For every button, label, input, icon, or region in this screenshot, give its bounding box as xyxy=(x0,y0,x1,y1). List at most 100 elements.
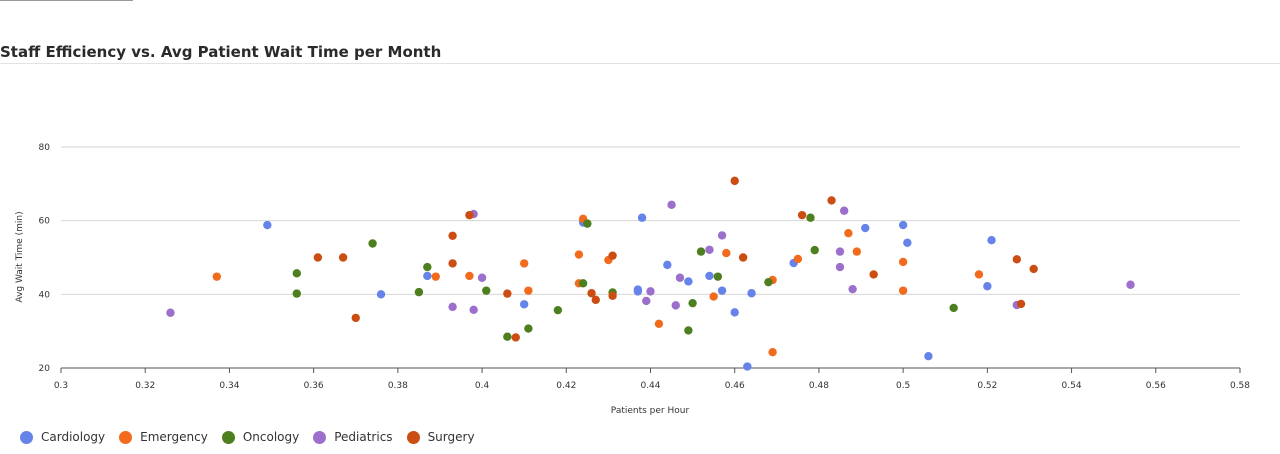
data-point[interactable] xyxy=(524,324,533,333)
data-point[interactable] xyxy=(671,301,680,310)
data-point[interactable] xyxy=(835,262,845,272)
chart-legend: Cardiology Emergency Oncology Pediatrics Sur… xyxy=(20,430,489,444)
data-point[interactable] xyxy=(949,303,958,313)
data-point[interactable] xyxy=(578,279,588,288)
data-point[interactable] xyxy=(1012,255,1022,264)
data-point[interactable] xyxy=(747,289,756,298)
data-point[interactable] xyxy=(448,231,457,240)
data-point[interactable] xyxy=(810,245,819,255)
data-point[interactable] xyxy=(423,262,432,272)
data-point[interactable] xyxy=(987,235,996,245)
data-point[interactable] xyxy=(738,253,748,262)
data-point[interactable] xyxy=(368,239,377,248)
data-point[interactable] xyxy=(212,272,221,281)
data-point[interactable] xyxy=(806,213,815,222)
data-point[interactable] xyxy=(827,196,836,205)
data-point[interactable] xyxy=(448,259,457,268)
data-point[interactable] xyxy=(431,272,440,281)
data-point[interactable] xyxy=(743,362,752,371)
data-point[interactable] xyxy=(263,220,272,230)
data-point[interactable] xyxy=(423,271,432,281)
data-point[interactable] xyxy=(583,219,592,228)
data-point[interactable] xyxy=(898,220,908,230)
data-point[interactable] xyxy=(351,313,360,323)
data-point[interactable] xyxy=(696,247,706,256)
data-point[interactable] xyxy=(924,352,933,361)
data-point[interactable] xyxy=(764,277,773,287)
legend-item[interactable]: Pediatrics xyxy=(313,430,393,444)
data-point[interactable] xyxy=(448,302,457,312)
data-point[interactable] xyxy=(338,253,348,262)
data-point[interactable] xyxy=(1126,280,1135,289)
data-point[interactable] xyxy=(633,285,643,294)
data-point[interactable] xyxy=(646,287,655,296)
grid-lines xyxy=(61,146,1240,369)
data-point[interactable] xyxy=(852,247,862,256)
data-point[interactable] xyxy=(477,273,487,282)
data-point[interactable] xyxy=(709,292,718,301)
legend-item[interactable]: Emergency xyxy=(119,430,208,444)
data-point[interactable] xyxy=(974,270,984,279)
y-tick-label: 40 xyxy=(39,290,51,300)
data-point[interactable] xyxy=(166,308,175,317)
data-point[interactable] xyxy=(503,332,512,341)
data-point[interactable] xyxy=(869,270,878,279)
data-point[interactable] xyxy=(519,300,529,309)
data-point[interactable] xyxy=(684,277,693,286)
data-point[interactable] xyxy=(465,271,474,281)
data-point[interactable] xyxy=(983,282,992,291)
data-point[interactable] xyxy=(1016,299,1026,309)
data-point[interactable] xyxy=(848,284,857,294)
data-point[interactable] xyxy=(482,286,491,295)
data-point[interactable] xyxy=(835,247,845,256)
data-point[interactable] xyxy=(654,319,664,328)
data-point[interactable] xyxy=(637,213,647,222)
data-point[interactable] xyxy=(469,305,478,315)
data-point[interactable] xyxy=(574,250,584,259)
data-point[interactable] xyxy=(313,253,323,262)
data-point[interactable] xyxy=(1029,264,1038,274)
data-point[interactable] xyxy=(717,286,727,295)
data-point[interactable] xyxy=(684,326,693,335)
data-point[interactable] xyxy=(722,248,731,258)
legend-item[interactable]: Oncology xyxy=(221,430,299,444)
data-point[interactable] xyxy=(688,298,697,308)
data-point[interactable] xyxy=(705,245,714,254)
data-point[interactable] xyxy=(861,223,870,233)
legend-item[interactable]: Surgery xyxy=(406,430,475,444)
data-point[interactable] xyxy=(292,289,301,298)
data-point[interactable] xyxy=(503,289,512,298)
data-point[interactable] xyxy=(553,305,563,315)
data-point[interactable] xyxy=(839,206,849,215)
data-point[interactable] xyxy=(667,200,676,210)
data-point[interactable] xyxy=(797,210,807,220)
data-point[interactable] xyxy=(898,257,908,267)
data-point[interactable] xyxy=(675,273,685,282)
data-point[interactable] xyxy=(587,289,596,298)
data-point[interactable] xyxy=(511,333,520,342)
data-point[interactable] xyxy=(663,260,672,270)
data-point[interactable] xyxy=(793,254,803,264)
data-point[interactable] xyxy=(717,231,727,240)
data-point[interactable] xyxy=(519,259,529,268)
data-point[interactable] xyxy=(642,296,651,306)
data-point[interactable] xyxy=(903,238,912,247)
data-point[interactable] xyxy=(376,290,386,299)
data-point[interactable] xyxy=(292,269,301,278)
data-point[interactable] xyxy=(465,210,474,220)
data-point[interactable] xyxy=(730,176,739,186)
data-point[interactable] xyxy=(608,251,617,260)
data-point[interactable] xyxy=(713,272,723,281)
data-point[interactable] xyxy=(524,286,533,295)
data-point[interactable] xyxy=(730,308,739,317)
data-point[interactable] xyxy=(705,271,714,281)
data-point[interactable] xyxy=(591,295,600,305)
data-point[interactable] xyxy=(768,347,777,357)
title-divider xyxy=(0,63,1280,64)
data-point[interactable] xyxy=(898,286,908,295)
data-point[interactable] xyxy=(608,291,617,301)
data-point[interactable] xyxy=(844,228,853,238)
x-tick-label: 0.52 xyxy=(977,381,997,391)
data-point[interactable] xyxy=(414,287,424,297)
legend-item[interactable]: Cardiology xyxy=(20,430,105,444)
